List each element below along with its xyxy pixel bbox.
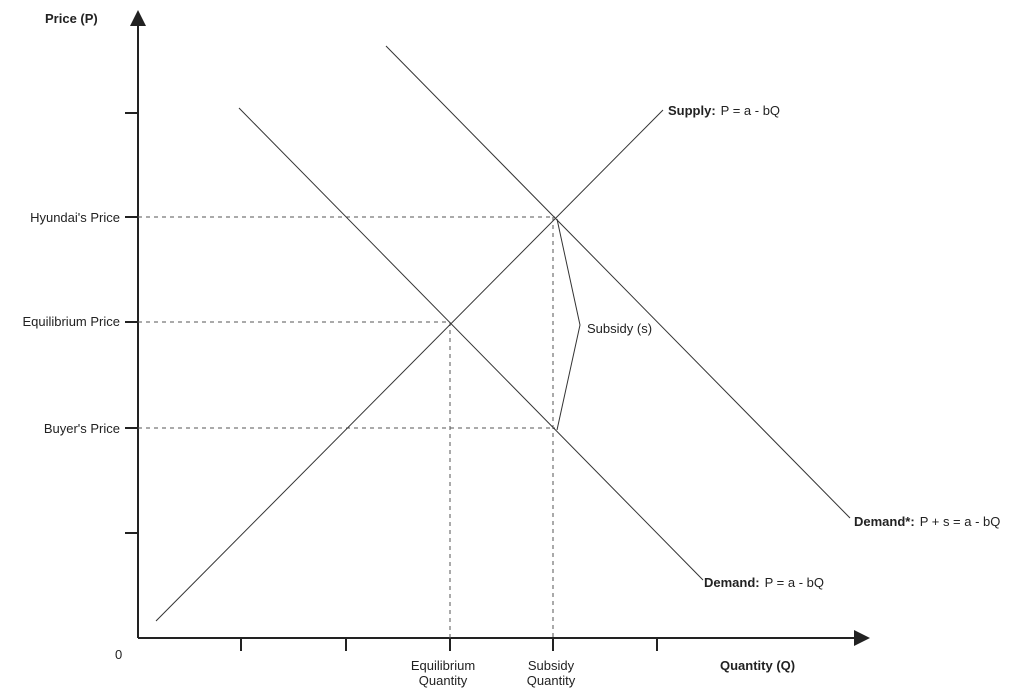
supply-equation: P = a - bQ — [721, 103, 780, 118]
equilibrium-quantity-label-line2: Quantity — [419, 673, 468, 688]
y-axis-ticks — [125, 112, 138, 534]
equilibrium-quantity-label-line1: Equilibrium — [411, 658, 475, 673]
supply-name: Supply: — [668, 103, 716, 118]
origin-label: 0 — [115, 647, 122, 662]
buyer-price-label: Buyer's Price — [44, 421, 120, 436]
x-axis-ticks — [240, 638, 658, 651]
subsidy-bracket — [556, 218, 581, 431]
x-axis-label: Quantity (Q) — [720, 658, 795, 673]
hyundai-price-label: Hyundai's Price — [30, 210, 120, 225]
equilibrium-price-label: Equilibrium Price — [22, 314, 120, 329]
y-axis-label: Price (P) — [45, 11, 98, 26]
subsidy-quantity-label-line2: Quantity — [527, 673, 576, 688]
demand-star-label: Demand*: P + s = a - bQ — [854, 514, 1000, 529]
supply-curve — [155, 109, 664, 622]
demand-star-name: Demand*: — [854, 514, 915, 529]
demand-label: Demand: P = a - bQ — [704, 575, 824, 590]
demand-curve — [238, 107, 704, 581]
y-axis-arrow — [130, 10, 146, 26]
demand-name: Demand: — [704, 575, 760, 590]
x-axis-arrow — [854, 630, 870, 646]
subsidy-label: Subsidy (s) — [587, 321, 652, 336]
supply-label: Supply: P = a - bQ — [668, 103, 780, 118]
demand-equation: P = a - bQ — [765, 575, 824, 590]
subsidy-quantity-label-line1: Subsidy — [528, 658, 575, 673]
demand-star-curve — [385, 45, 851, 519]
demand-star-equation: P + s = a - bQ — [920, 514, 1001, 529]
